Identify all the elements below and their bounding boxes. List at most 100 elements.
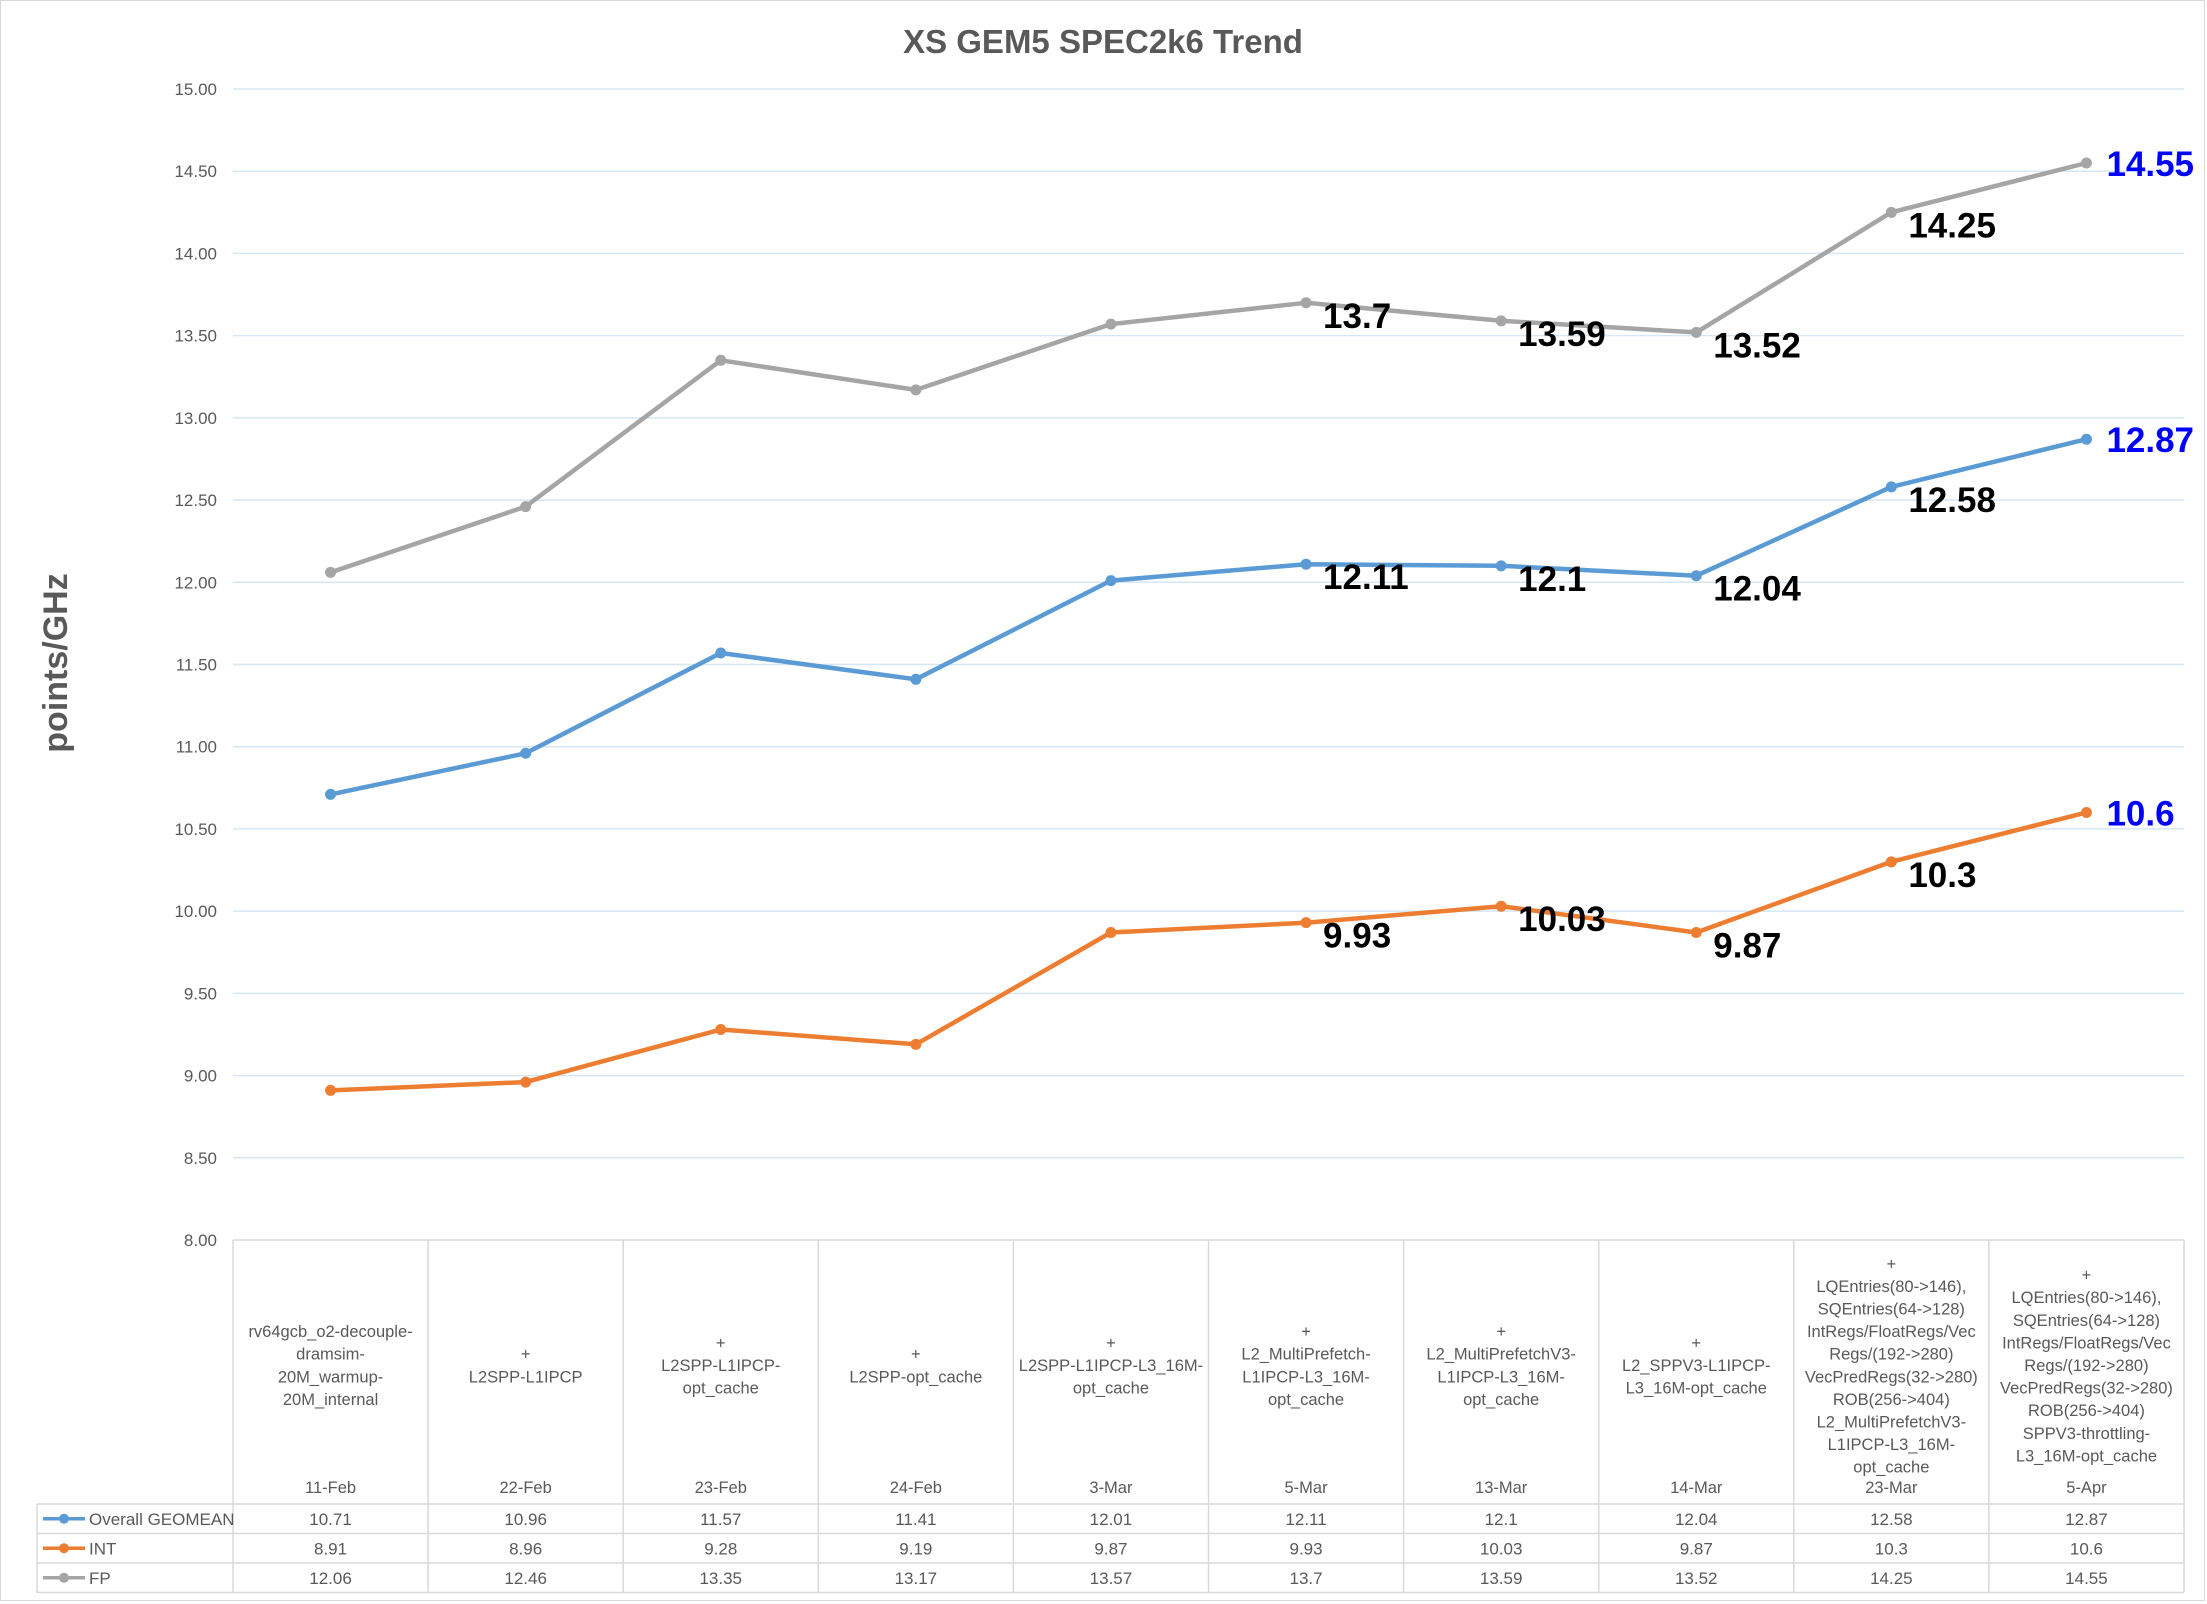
- data-point-overall-geomean: [1105, 575, 1117, 587]
- table-cell: 12.06: [309, 1569, 352, 1588]
- y-tick-label: 13.50: [174, 327, 217, 346]
- data-point-overall-geomean: [1495, 560, 1507, 572]
- category-desc-line: L2_MultiPrefetch-: [1241, 1346, 1370, 1364]
- category-label: rv64gcb_o2-decouple-dramsim- 20M_warmup- 2…: [248, 1323, 412, 1497]
- category-desc-line: +: [1887, 1255, 1897, 1273]
- table-cell: 9.87: [1680, 1539, 1713, 1558]
- series-line-int: [330, 810, 2087, 1093]
- data-label: 10.6: [2106, 794, 2174, 833]
- category-desc-line: +: [1496, 1323, 1506, 1341]
- category-label: + L2_MultiPrefetch- L1IPCP-L3_16M-opt_cach…: [1241, 1323, 1370, 1497]
- y-tick-label: 12.50: [174, 491, 217, 510]
- data-point-int: [1495, 900, 1507, 912]
- table-cell: 12.46: [504, 1569, 547, 1588]
- table-cell: 8.96: [509, 1539, 542, 1558]
- data-label: 13.52: [1713, 326, 1801, 365]
- data-point-fp: [520, 501, 532, 513]
- data-point-fp: [1495, 315, 1507, 327]
- category-desc-line: L3_16M-opt_cache: [2016, 1447, 2157, 1465]
- category-desc-line: L2_SPPV3-L1IPCP-: [1622, 1357, 1771, 1375]
- y-tick-label: 14.00: [174, 244, 217, 263]
- category-desc-line: +: [716, 1334, 726, 1352]
- category-desc-line: L1IPCP-L3_16M-: [1437, 1368, 1564, 1386]
- category-desc-line: IntRegs/FloatRegs/Vec: [1807, 1323, 1976, 1341]
- category-desc-line: SQEntries(64->128): [2013, 1312, 2160, 1330]
- data-point-int: [2080, 806, 2092, 818]
- category-label: + L2_MultiPrefetchV3- L1IPCP-L3_16M-opt_ca…: [1426, 1323, 1576, 1497]
- category-date: 11-Feb: [305, 1479, 356, 1497]
- data-label: 14.55: [2106, 145, 2194, 184]
- category-desc-line: L2SPP-L1IPCP: [469, 1368, 583, 1386]
- category-desc-line: L1IPCP-L3_16M-: [1828, 1436, 1955, 1454]
- category-desc-line: dramsim-: [296, 1346, 365, 1364]
- category-desc-line: L2_MultiPrefetchV3-: [1426, 1346, 1576, 1364]
- series-line-overall-geomean: [330, 437, 2087, 797]
- series-name: FP: [89, 1569, 111, 1588]
- data-point-fp: [1105, 318, 1117, 330]
- category-desc-line: L1IPCP-L3_16M-: [1242, 1368, 1369, 1386]
- data-label: 10.03: [1518, 900, 1606, 939]
- category-desc-line: 20M_warmup-: [278, 1368, 383, 1386]
- y-tick-label: 10.00: [174, 902, 217, 921]
- table-cell: 10.6: [2070, 1539, 2103, 1558]
- category-date: 14-Mar: [1670, 1479, 1723, 1497]
- category-desc-line: opt_cache: [1463, 1391, 1539, 1409]
- series-name: Overall GEOMEAN: [89, 1510, 234, 1529]
- data-point-int: [715, 1024, 727, 1036]
- data-point-int: [325, 1084, 337, 1096]
- data-point-overall-geomean: [1300, 558, 1312, 570]
- category-label: + L2SPP-opt_cache 24-Feb: [849, 1346, 982, 1497]
- data-point-int: [1300, 917, 1312, 929]
- data-labels: 12.11 12.1 12.04 12.58 12.87 9.93 10.03 9.87 10.…: [1323, 145, 2194, 966]
- data-point-fp: [2080, 157, 2092, 169]
- series-line-fp: [329, 160, 2087, 575]
- category-desc-line: +: [521, 1346, 531, 1364]
- category-desc-line: IntRegs/FloatRegs/Vec: [2002, 1334, 2171, 1352]
- category-desc-line: L2_MultiPrefetchV3-: [1817, 1414, 1967, 1432]
- category-desc-line: opt_cache: [1853, 1459, 1929, 1477]
- category-date: 13-Mar: [1475, 1479, 1528, 1497]
- category-date: 23-Mar: [1865, 1479, 1918, 1497]
- data-label: 9.87: [1713, 927, 1781, 966]
- series-name: INT: [89, 1539, 116, 1558]
- data-point-overall-geomean: [2080, 433, 2092, 445]
- y-tick-label: 9.50: [184, 984, 217, 1003]
- category-desc-line: SPPV3-throttling-: [2023, 1425, 2150, 1443]
- table-cell: 9.19: [899, 1539, 932, 1558]
- table-cell: 13.52: [1675, 1569, 1718, 1588]
- data-point-int: [1690, 927, 1702, 939]
- table-cell: 11.41: [895, 1510, 936, 1529]
- table-cell: 9.93: [1290, 1539, 1323, 1558]
- legend-key-fp: [43, 1572, 85, 1583]
- table-cell: 13.57: [1090, 1569, 1133, 1588]
- table-cell: 13.17: [895, 1569, 938, 1588]
- category-date: 5-Apr: [2066, 1479, 2107, 1497]
- data-label: 12.04: [1713, 570, 1801, 609]
- table-cell: 11.57: [700, 1510, 741, 1529]
- data-point-int: [520, 1076, 532, 1088]
- category-desc-line: L3_16M-opt_cache: [1626, 1380, 1767, 1398]
- category-desc-line: LQEntries(80->146),: [2011, 1289, 2161, 1307]
- category-label: + L2SPP-L1IPCP 22-Feb: [469, 1346, 583, 1497]
- data-label: 13.59: [1518, 315, 1606, 354]
- category-label: + L2_SPPV3-L1IPCP- L3_16M-opt_cache 14-Mar: [1622, 1334, 1771, 1497]
- y-tick-label: 10.50: [174, 820, 217, 839]
- category-date: 5-Mar: [1285, 1479, 1329, 1497]
- data-label: 12.58: [1908, 481, 1996, 520]
- category-desc-line: +: [1691, 1334, 1701, 1352]
- data-point-overall-geomean: [910, 673, 922, 685]
- table-cell: 12.58: [1870, 1510, 1913, 1529]
- data-point-fp: [1885, 206, 1897, 218]
- y-tick-label: 8.00: [184, 1231, 217, 1250]
- chart-title: XS GEM5 SPEC2k6 Trend: [903, 23, 1303, 60]
- data-point-overall-geomean: [1885, 481, 1897, 493]
- category-desc-line: SQEntries(64->128): [1818, 1301, 1965, 1319]
- y-tick-label: 11.00: [176, 738, 217, 757]
- table-cell: 12.01: [1090, 1510, 1133, 1529]
- y-tick-label: 12.00: [174, 573, 217, 592]
- category-desc-line: Regs/(192->280): [2024, 1357, 2148, 1375]
- y-tick-label: 15.00: [174, 80, 217, 99]
- category-desc-line: +: [2082, 1267, 2092, 1285]
